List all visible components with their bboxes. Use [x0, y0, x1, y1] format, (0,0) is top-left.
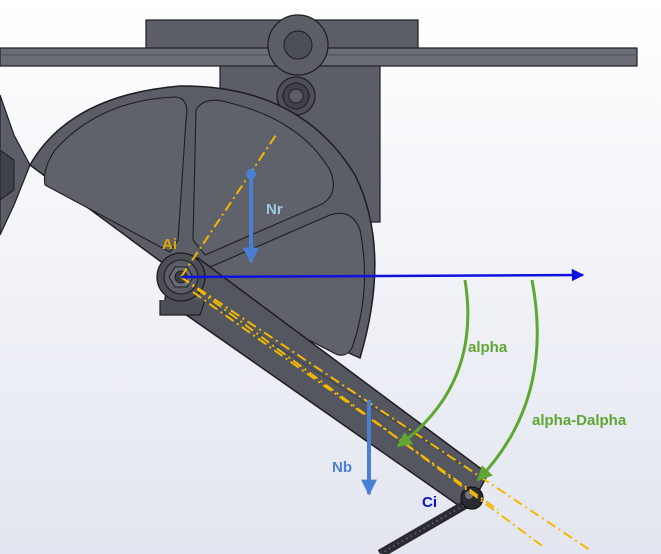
label-ci: Ci: [422, 494, 437, 511]
label-nb: Nb: [332, 459, 352, 476]
construction-lines: [180, 134, 591, 551]
ball-joint-icon: [377, 486, 484, 554]
construction-line-1: [180, 134, 277, 278]
label-ai: Ai: [162, 236, 177, 253]
reference-axis-arrow: [180, 268, 585, 282]
label-nr: Nr: [266, 201, 283, 218]
alpha-dalpha-angle-arc: [476, 279, 539, 482]
construction-line-4: [192, 291, 499, 511]
adjacent-part: [0, 94, 31, 236]
label-alpha-dalpha: alpha-Dalpha: [532, 412, 627, 429]
alpha-angle-arc: [396, 279, 470, 448]
construction-line-3: [180, 276, 591, 551]
sector-plate: [29, 85, 376, 360]
nr-force-arrow: [243, 169, 259, 264]
label-alpha: alpha: [468, 339, 508, 356]
